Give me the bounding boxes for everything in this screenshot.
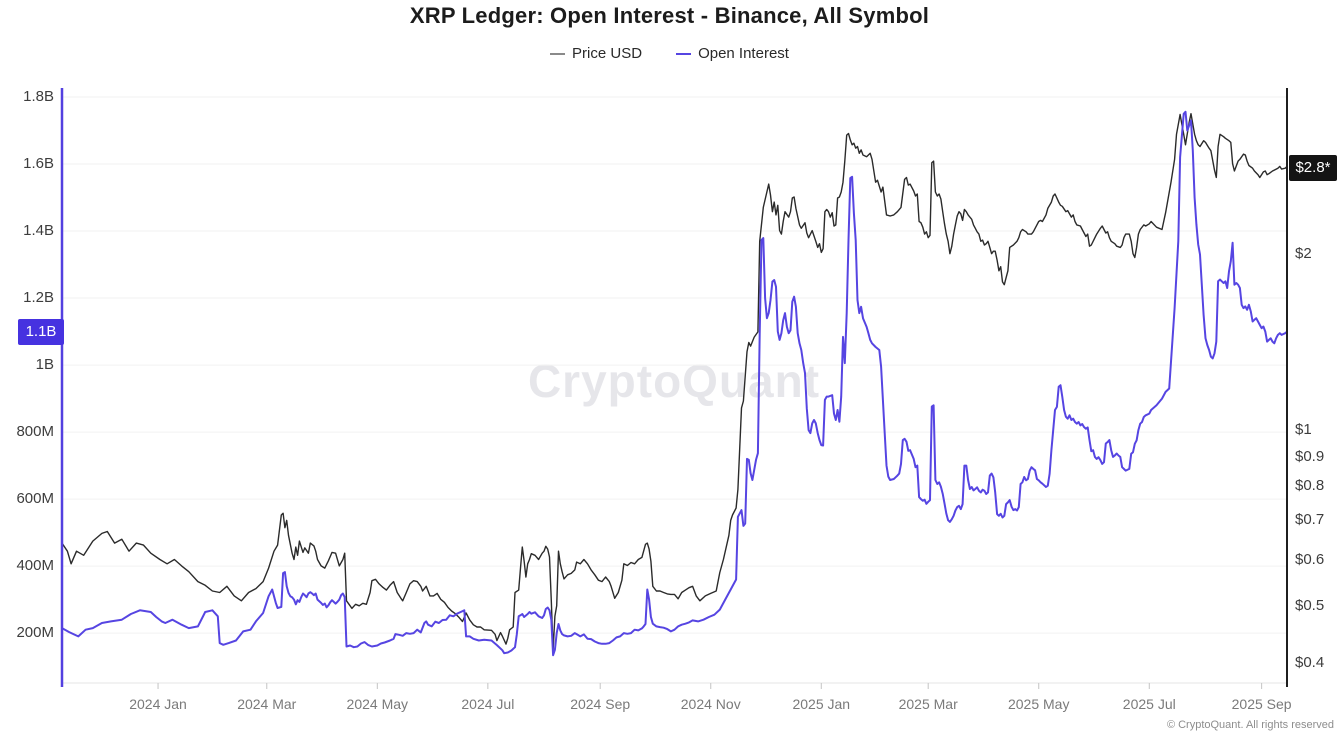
legend-item-price-usd[interactable]: Price USD [550, 45, 642, 62]
x-axis-tick-label: 2024 Sep [570, 696, 631, 712]
oi-last-value-badge: 1.1B [18, 318, 64, 345]
legend-dash-icon [550, 52, 566, 55]
x-axis-tick-label: 2024 Nov [680, 696, 741, 712]
legend-dash-icon [676, 52, 692, 55]
x-axis-tick-label: 2025 May [1007, 696, 1070, 712]
copyright-notice: © CryptoQuant. All rights reserved [1166, 719, 1334, 731]
right-axis-tick-label: $0.9 [1295, 447, 1325, 465]
left-axis-tick-label: 200M [16, 624, 54, 642]
price-last-value-badge: $2.8* [1289, 155, 1337, 182]
legend-item-open-interest[interactable]: Open Interest [676, 45, 789, 62]
chart-title: XRP Ledger: Open Interest - Binance, All… [409, 3, 930, 28]
right-axis-tick-label: $0.8 [1295, 477, 1325, 495]
x-axis-tick-label: 2024 Mar [237, 696, 297, 712]
left-axis-tick-label: 1.6B [23, 155, 54, 173]
right-axis-tick-label: $0.4 [1295, 653, 1325, 671]
left-axis-tick-label: 1B [35, 356, 54, 374]
right-axis-tick-label: $0.6 [1295, 550, 1325, 568]
right-axis-tick-label: $0.7 [1295, 511, 1325, 529]
left-axis-tick-label: 1.2B [23, 289, 54, 307]
open-interest-line [61, 110, 1288, 657]
left-axis-tick-label: 800M [16, 423, 54, 441]
price-usd-line [61, 112, 1288, 651]
left-axis-tick-label: 1.4B [23, 222, 54, 240]
left-axis-tick-label: 1.8B [23, 88, 54, 106]
x-axis-tick-label: 2025 Jan [792, 696, 851, 712]
right-axis-tick-label: $1 [1295, 420, 1312, 438]
x-axis-tick-label: 2025 Mar [898, 696, 958, 712]
legend: Price USD Open Interest [0, 45, 1339, 62]
legend-item-label: Price USD [572, 45, 643, 62]
x-axis-tick-label: 2025 Sep [1231, 696, 1292, 712]
left-axis-tick-label: 600M [16, 490, 54, 508]
legend-item-label: Open Interest [698, 45, 789, 62]
x-axis-tick-label: 2025 Jul [1122, 696, 1176, 712]
x-axis-tick-label: 2024 May [346, 696, 409, 712]
right-axis-tick-label: $0.5 [1295, 596, 1325, 614]
x-axis-tick-label: 2024 Jul [461, 696, 515, 712]
x-axis-tick-label: 2024 Jan [129, 696, 187, 712]
right-axis-tick-label: $2 [1295, 244, 1312, 262]
left-axis-tick-label: 400M [16, 557, 54, 575]
